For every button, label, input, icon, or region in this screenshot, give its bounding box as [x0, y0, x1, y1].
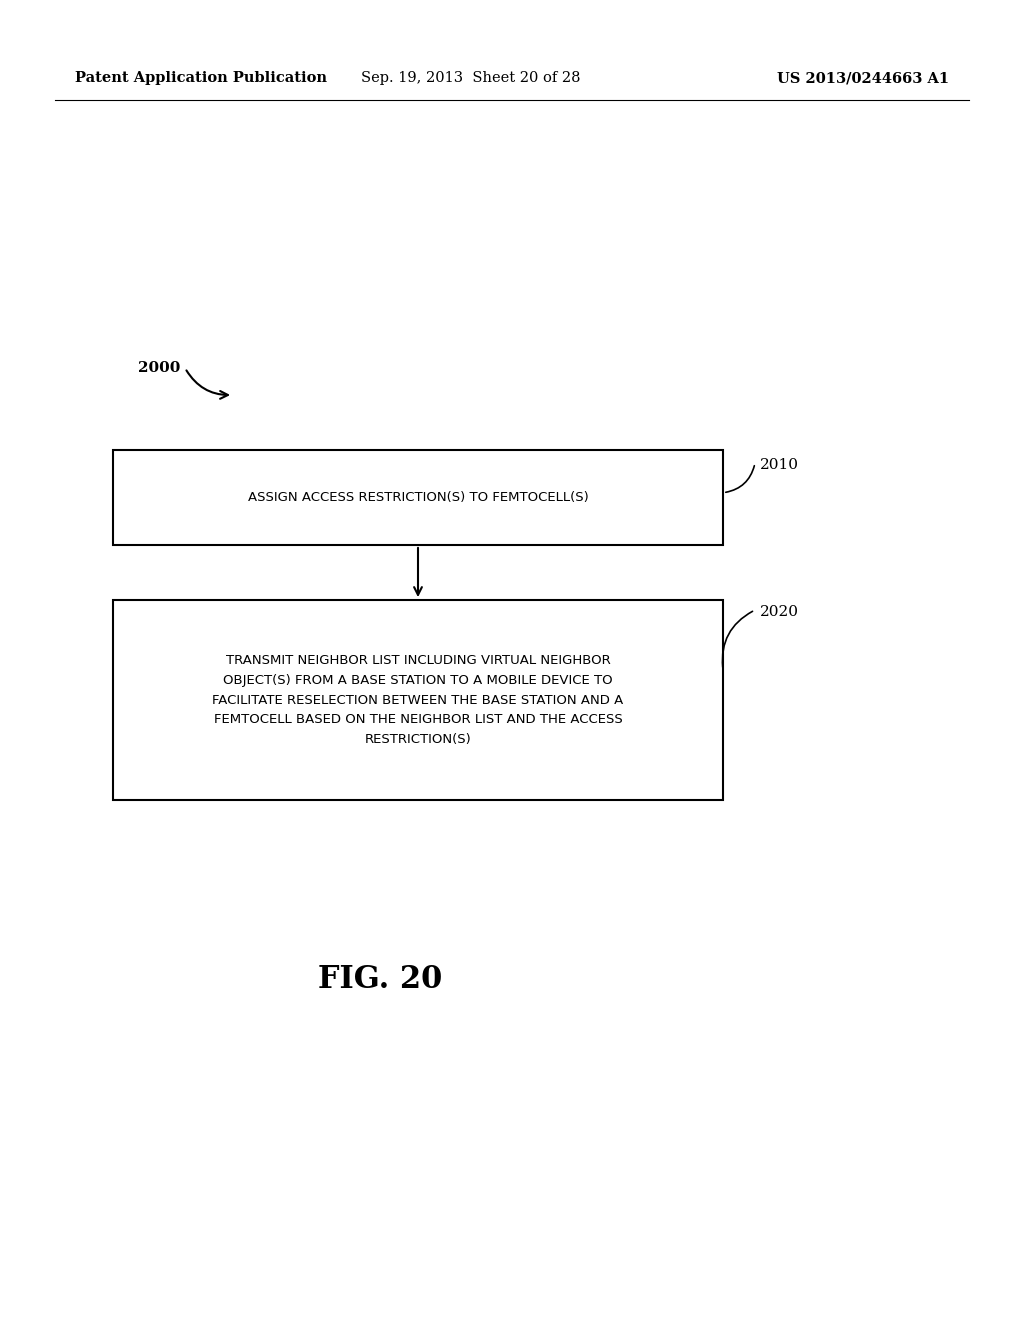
Bar: [113, 601, 723, 800]
Text: ASSIGN ACCESS RESTRICTION(S) TO FEMTOCELL(S): ASSIGN ACCESS RESTRICTION(S) TO FEMTOCEL…: [248, 491, 589, 504]
Text: FIG. 20: FIG. 20: [317, 965, 442, 995]
Text: 2010: 2010: [760, 458, 799, 473]
Text: Patent Application Publication: Patent Application Publication: [75, 71, 327, 84]
Bar: [113, 450, 723, 545]
Text: Sep. 19, 2013  Sheet 20 of 28: Sep. 19, 2013 Sheet 20 of 28: [361, 71, 581, 84]
Text: US 2013/0244663 A1: US 2013/0244663 A1: [777, 71, 949, 84]
Text: 2020: 2020: [760, 605, 799, 619]
Text: TRANSMIT NEIGHBOR LIST INCLUDING VIRTUAL NEIGHBOR
OBJECT(S) FROM A BASE STATION : TRANSMIT NEIGHBOR LIST INCLUDING VIRTUAL…: [212, 655, 624, 746]
Text: 2000: 2000: [138, 360, 180, 375]
